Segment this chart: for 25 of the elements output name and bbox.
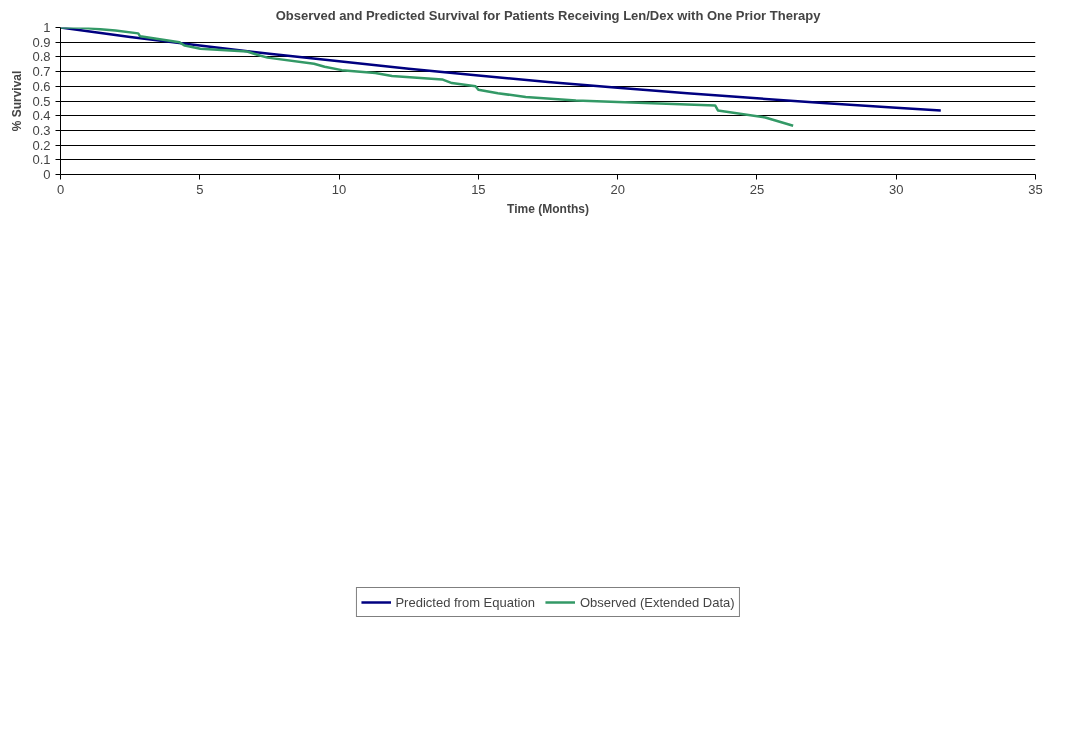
x-axis-title: Time (Months) xyxy=(507,201,589,216)
x-tick-label: 0 xyxy=(56,181,65,197)
x-tick-label: 35 xyxy=(1028,181,1043,197)
y-tick-label: 0 xyxy=(43,167,51,182)
x-tick-label: 10 xyxy=(331,181,347,197)
y-tick-label: 0.4 xyxy=(32,108,51,124)
x-tick-label: 25 xyxy=(749,181,765,197)
x-tick-label: 15 xyxy=(471,181,486,197)
line-series xyxy=(60,27,795,127)
y-tick-label: 0.3 xyxy=(32,122,51,138)
y-tick-label: 0.2 xyxy=(32,137,51,153)
y-tick-label: 0.8 xyxy=(32,49,51,65)
y-tick-label: 0.9 xyxy=(32,34,51,50)
y-tick-label: 0.6 xyxy=(32,78,51,94)
x-tick-label: 20 xyxy=(610,181,625,197)
y-axis-title: % Survival xyxy=(10,70,25,132)
x-tick-label: 5 xyxy=(196,181,204,197)
legend-label: Predicted from Equation xyxy=(395,594,535,610)
chart-title: Observed and Predicted Survival for Patients Receiving Len/Dex with One Prior Therapy xyxy=(275,7,822,23)
y-tick-label: 0.1 xyxy=(32,152,51,168)
x-tick-label: 30 xyxy=(888,181,904,197)
y-tick-label: 0.5 xyxy=(32,93,51,109)
y-tick-label: 1 xyxy=(43,20,51,35)
y-tick-label: 0.7 xyxy=(32,64,51,80)
legend-label: Observed (Extended Data) xyxy=(579,594,735,610)
